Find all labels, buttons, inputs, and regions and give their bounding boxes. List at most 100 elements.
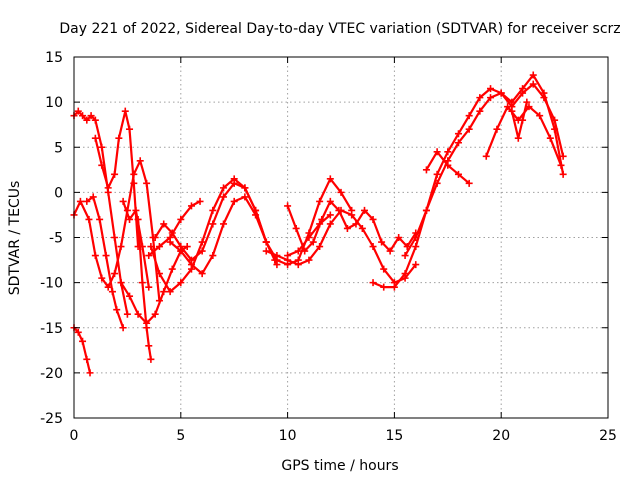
data-point xyxy=(91,252,99,260)
data-point xyxy=(476,94,484,102)
data-point xyxy=(482,152,490,160)
data-point xyxy=(294,247,302,255)
data-point xyxy=(76,197,84,205)
data-point xyxy=(74,328,82,336)
data-point xyxy=(91,134,99,142)
data-point xyxy=(262,247,270,255)
data-point xyxy=(86,369,94,377)
data-point xyxy=(369,243,377,251)
data-point xyxy=(284,252,292,260)
data-point xyxy=(96,215,104,223)
data-point xyxy=(151,310,159,318)
data-point xyxy=(147,355,155,363)
data-point xyxy=(198,247,206,255)
data-point xyxy=(155,243,163,251)
data-point xyxy=(292,224,300,232)
data-point xyxy=(337,188,345,196)
data-point xyxy=(465,112,473,120)
y-axis-label: SDTVAR / TECUs xyxy=(7,181,23,296)
data-point xyxy=(454,170,462,178)
x-tick-label: 10 xyxy=(279,428,297,444)
data-point xyxy=(160,288,168,296)
data-point xyxy=(136,157,144,165)
series-2 xyxy=(70,107,131,318)
data-point xyxy=(395,234,403,241)
grid xyxy=(74,57,608,418)
data-point xyxy=(326,211,334,219)
data-point xyxy=(514,134,522,142)
data-point xyxy=(390,283,398,291)
data-point xyxy=(241,184,249,192)
series-6 xyxy=(119,197,153,291)
data-point xyxy=(126,125,134,133)
data-point xyxy=(117,279,125,287)
data-point xyxy=(98,161,106,169)
chart-title: Day 221 of 2022, Sidereal Day-to-day VTE… xyxy=(59,21,620,37)
data-point xyxy=(343,224,351,232)
data-point xyxy=(412,261,420,269)
data-point xyxy=(121,107,129,115)
series-18 xyxy=(422,148,473,187)
data-point xyxy=(326,197,334,205)
series-12 xyxy=(145,197,204,260)
data-point xyxy=(220,184,228,192)
data-point xyxy=(111,170,119,178)
data-point xyxy=(316,243,324,251)
data-point xyxy=(504,103,512,111)
data-point xyxy=(85,215,93,223)
data-point xyxy=(284,202,292,210)
series-20 xyxy=(508,98,531,142)
data-point xyxy=(98,143,106,151)
data-point xyxy=(220,220,228,228)
data-point xyxy=(91,116,99,124)
series-15 xyxy=(284,211,334,260)
data-point xyxy=(111,270,119,278)
x-tick-label: 25 xyxy=(599,428,617,444)
data-point xyxy=(465,179,473,187)
data-point xyxy=(126,292,134,300)
y-tick-label: -15 xyxy=(40,321,63,337)
data-point xyxy=(220,193,228,201)
data-point xyxy=(326,220,334,228)
data-point xyxy=(559,152,567,160)
data-point xyxy=(444,161,452,169)
data-point xyxy=(316,197,324,205)
data-point xyxy=(177,215,185,223)
data-point xyxy=(412,243,420,251)
series-4 xyxy=(83,193,127,332)
data-point xyxy=(132,206,140,214)
data-point xyxy=(454,139,462,147)
data-point xyxy=(378,238,386,246)
data-point xyxy=(187,261,195,269)
data-point xyxy=(177,247,185,255)
data-point xyxy=(348,211,356,219)
series-line xyxy=(169,195,278,275)
data-point xyxy=(546,134,554,142)
data-point xyxy=(369,215,377,223)
data-point xyxy=(380,283,388,291)
data-point xyxy=(529,80,537,88)
data-point xyxy=(126,215,134,223)
series-line xyxy=(147,200,202,257)
data-point xyxy=(108,288,116,296)
data-point xyxy=(273,261,281,269)
data-point xyxy=(79,112,87,120)
data-point xyxy=(89,193,97,201)
data-point xyxy=(316,220,324,228)
series-17 xyxy=(401,80,567,260)
data-point xyxy=(444,148,452,156)
data-point xyxy=(209,220,217,228)
data-point xyxy=(83,116,91,124)
data-point xyxy=(557,161,565,169)
series-line xyxy=(72,326,92,374)
series-13 xyxy=(262,206,420,287)
data-point xyxy=(519,116,527,124)
data-point xyxy=(497,89,505,97)
data-point xyxy=(252,211,260,219)
data-point xyxy=(241,193,249,201)
series-line xyxy=(404,83,565,257)
series-5 xyxy=(91,107,142,251)
series-line xyxy=(154,177,353,266)
data-point xyxy=(422,166,430,174)
data-point xyxy=(523,98,531,106)
